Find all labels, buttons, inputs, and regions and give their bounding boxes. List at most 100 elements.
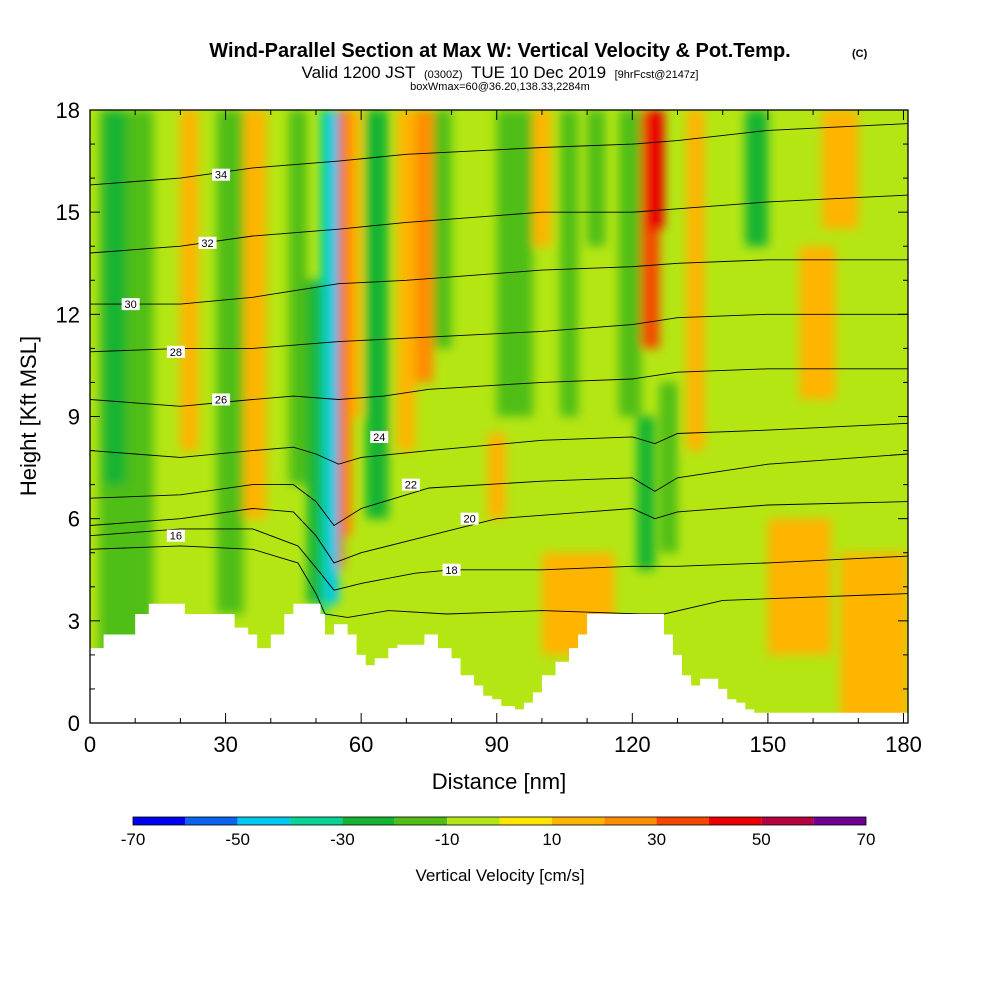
velocity-cell [327, 110, 339, 604]
theta-contour-label: 28 [170, 347, 182, 359]
y-tick-label: 12 [56, 302, 80, 327]
colorbar-swatch [394, 817, 448, 825]
x-tick-label: 60 [349, 732, 373, 757]
colorbar-swatch [761, 817, 814, 825]
subtitle-forecast: [9hrFcst@2147z] [615, 69, 699, 81]
y-tick-label: 3 [68, 609, 80, 634]
box-label: boxWmax=60@36.20,138.33,2284m [410, 81, 590, 93]
colorbar-label: Vertical Velocity [cm/s] [415, 866, 584, 885]
velocity-cell [243, 110, 267, 519]
velocity-cell [343, 110, 353, 536]
subtitle-valid: Valid 1200 JST [302, 63, 416, 82]
colorbar-swatch [342, 817, 395, 825]
theta-contour-label: 26 [215, 394, 227, 406]
velocity-cell [487, 433, 506, 519]
theta-contour-label: 22 [405, 480, 417, 492]
theta-contour-18 [90, 528, 908, 591]
velocity-cell [822, 110, 859, 230]
colorbar-tick-label: 30 [647, 830, 666, 849]
velocity-cell [306, 280, 321, 604]
colorbar: -70 -50 -30 -10 10 30 50 70 [121, 816, 876, 849]
velocity-cell [496, 110, 533, 417]
velocity-cell [532, 110, 551, 247]
contour-label-bg [401, 478, 420, 491]
velocity-cell [745, 110, 768, 247]
colorbar-swatch [708, 817, 762, 825]
colorbar-swatch [185, 817, 238, 825]
contour-label-bg [198, 236, 217, 249]
y-tick-label: 6 [68, 507, 80, 532]
colorbar-swatch [813, 817, 866, 825]
colorbar-tick-label: 10 [542, 830, 561, 849]
colorbar-tick-label: 50 [752, 830, 771, 849]
velocity-cell [686, 110, 705, 451]
velocity-cell [433, 110, 452, 349]
terrain-mask [90, 603, 908, 723]
x-tick-label: 180 [885, 732, 922, 757]
velocity-cell [180, 110, 199, 451]
velocity-cell [216, 110, 244, 615]
theta-contour-label: 24 [373, 432, 385, 444]
velocity-cell [415, 110, 434, 383]
subtitle-utc: (0300Z) [424, 69, 463, 81]
theta-contour-label: 18 [445, 565, 457, 577]
velocity-cell [767, 518, 832, 655]
colorbar-tick-label: 70 [857, 830, 876, 849]
colorbar-swatch [133, 817, 186, 825]
velocity-cell [659, 382, 678, 553]
colorbar-swatch [551, 817, 605, 825]
x-tick-label: 30 [213, 732, 237, 757]
theta-contour-22 [90, 453, 908, 527]
velocity-cell [645, 110, 664, 230]
velocity-cell [618, 110, 642, 417]
contour-label-bg [166, 345, 185, 358]
plot-area: 16 18 20 22 24 26 28 30 32 34 [90, 110, 908, 723]
velocity-cell [636, 416, 655, 570]
colorbar-tick-label: -50 [225, 830, 250, 849]
colorbar-swatch [604, 817, 657, 825]
y-tick-label: 15 [56, 200, 80, 225]
colorbar-swatch [290, 817, 343, 825]
y-tick-label: 9 [68, 405, 80, 430]
velocity-cell [560, 110, 579, 417]
colorbar-swatch [447, 817, 500, 825]
velocity-cell [103, 110, 127, 485]
x-tick-label: 120 [614, 732, 651, 757]
subtitle-date: TUE 10 Dec 2019 [471, 63, 606, 82]
contour-label-bg [460, 512, 479, 525]
velocity-cell [338, 110, 344, 570]
velocity-field [99, 110, 908, 723]
chart-title: Wind-Parallel Section at Max W: Vertical… [209, 40, 790, 62]
chart-subtitle: Valid 1200 JST (0300Z) TUE 10 Dec 2019 [… [302, 63, 699, 82]
theta-contour-32 [90, 194, 908, 254]
theta-contour-labels: 16 18 20 22 24 26 28 30 32 34 [121, 168, 479, 577]
x-tick-label: 0 [84, 732, 96, 757]
x-axis-label: Distance [nm] [432, 769, 567, 794]
colorbar-tick-label: -70 [121, 830, 146, 849]
y-tick-label: 0 [68, 711, 80, 736]
velocity-cell [288, 110, 307, 485]
x-axis: 0 30 60 90 120 150 180 [84, 110, 922, 757]
theta-contour-24 [90, 422, 908, 465]
contour-label-bg [370, 430, 389, 443]
velocity-cell [799, 246, 836, 400]
contour-label-bg [121, 298, 140, 311]
theta-contour-28 [90, 313, 908, 353]
colorbar-frame [132, 816, 867, 826]
theta-contour-20 [90, 501, 908, 564]
colorbar-swatch [499, 817, 552, 825]
colorbar-tick-label: -10 [435, 830, 460, 849]
theta-contour-26 [90, 368, 908, 407]
theta-contour-30 [90, 259, 908, 305]
y-axis-label: Height [Kft MSL] [16, 336, 41, 496]
theta-contour-label: 34 [215, 170, 227, 182]
theta-contour-label: 16 [170, 531, 182, 543]
y-axis: 0 3 6 9 12 15 18 [56, 98, 908, 736]
theta-contour-label: 20 [463, 514, 475, 526]
copyright-mark: (C) [852, 48, 868, 60]
colorbar-tick-label: -30 [330, 830, 355, 849]
velocity-cell [365, 110, 389, 519]
y-tick-label: 18 [56, 98, 80, 123]
velocity-cell [587, 110, 606, 247]
